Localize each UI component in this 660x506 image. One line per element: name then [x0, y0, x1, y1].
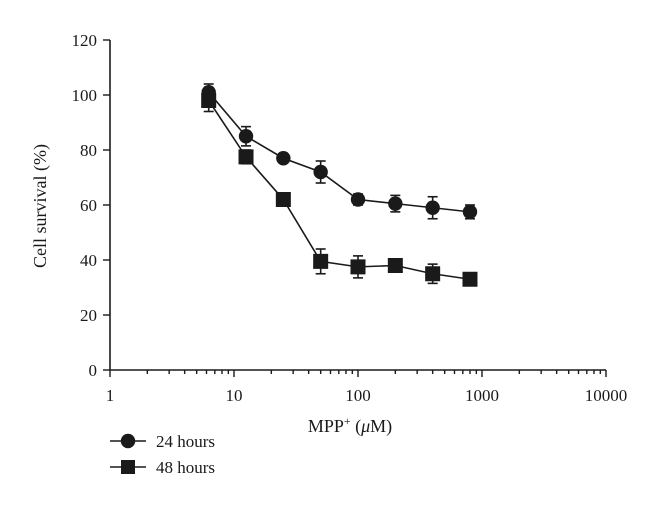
legend-marker-circle	[120, 433, 136, 449]
legend-label-48-hours: 48 hours	[156, 458, 215, 477]
legend-item-48-hours: 48 hours	[110, 458, 215, 477]
x-tick-label: 1000	[465, 386, 499, 405]
x-axis-title: MPP+ (μM)	[308, 414, 392, 437]
data-point-circle	[425, 200, 440, 215]
plot-area	[201, 83, 478, 287]
x-axis-title-superscript: +	[344, 414, 351, 428]
legend-item-24-hours: 24 hours	[110, 432, 215, 451]
y-tick-label: 80	[80, 141, 97, 160]
x-tick-label: 1	[106, 386, 115, 405]
x-axis-title-main: MPP	[308, 416, 344, 436]
x-axis-ticks: 1 10 100 1000 10000	[106, 370, 628, 405]
y-tick-label: 100	[72, 86, 98, 105]
x-axis-title-unit-close: M)	[370, 416, 392, 437]
legend-marker-square	[121, 460, 135, 474]
data-point-circle	[238, 129, 254, 144]
data-point-circle	[388, 196, 403, 211]
y-tick-label: 20	[80, 306, 97, 325]
y-tick-label: 0	[89, 361, 98, 380]
x-axis-title-unit-mu: μ	[360, 416, 370, 436]
data-point-square	[275, 192, 291, 207]
data-point-square	[313, 253, 329, 269]
legend: 24 hours 48 hours	[110, 432, 215, 477]
legend-label-24-hours: 24 hours	[156, 432, 215, 451]
x-tick-label: 10000	[585, 386, 628, 405]
x-axis-title-unit-open: (	[351, 416, 362, 437]
x-tick-label: 100	[345, 386, 371, 405]
data-point-square	[350, 259, 366, 275]
y-axis-title: Cell survival (%)	[30, 144, 51, 268]
y-axis-ticks: 0 20 40 60 80 100 120	[72, 31, 110, 380]
series-48-hours	[201, 88, 478, 287]
data-point-square	[425, 266, 441, 282]
data-point-circle	[313, 164, 328, 180]
x-tick-label: 10	[226, 386, 243, 405]
y-tick-label: 40	[80, 251, 97, 270]
data-point-circle	[276, 151, 291, 166]
y-tick-label: 120	[72, 31, 98, 50]
data-point-square	[238, 149, 254, 165]
data-point-square	[201, 93, 217, 108]
data-point-circle	[350, 192, 366, 207]
data-point-circle	[462, 204, 478, 220]
data-point-square	[387, 258, 403, 273]
y-tick-label: 60	[80, 196, 97, 215]
data-point-square	[462, 271, 478, 287]
